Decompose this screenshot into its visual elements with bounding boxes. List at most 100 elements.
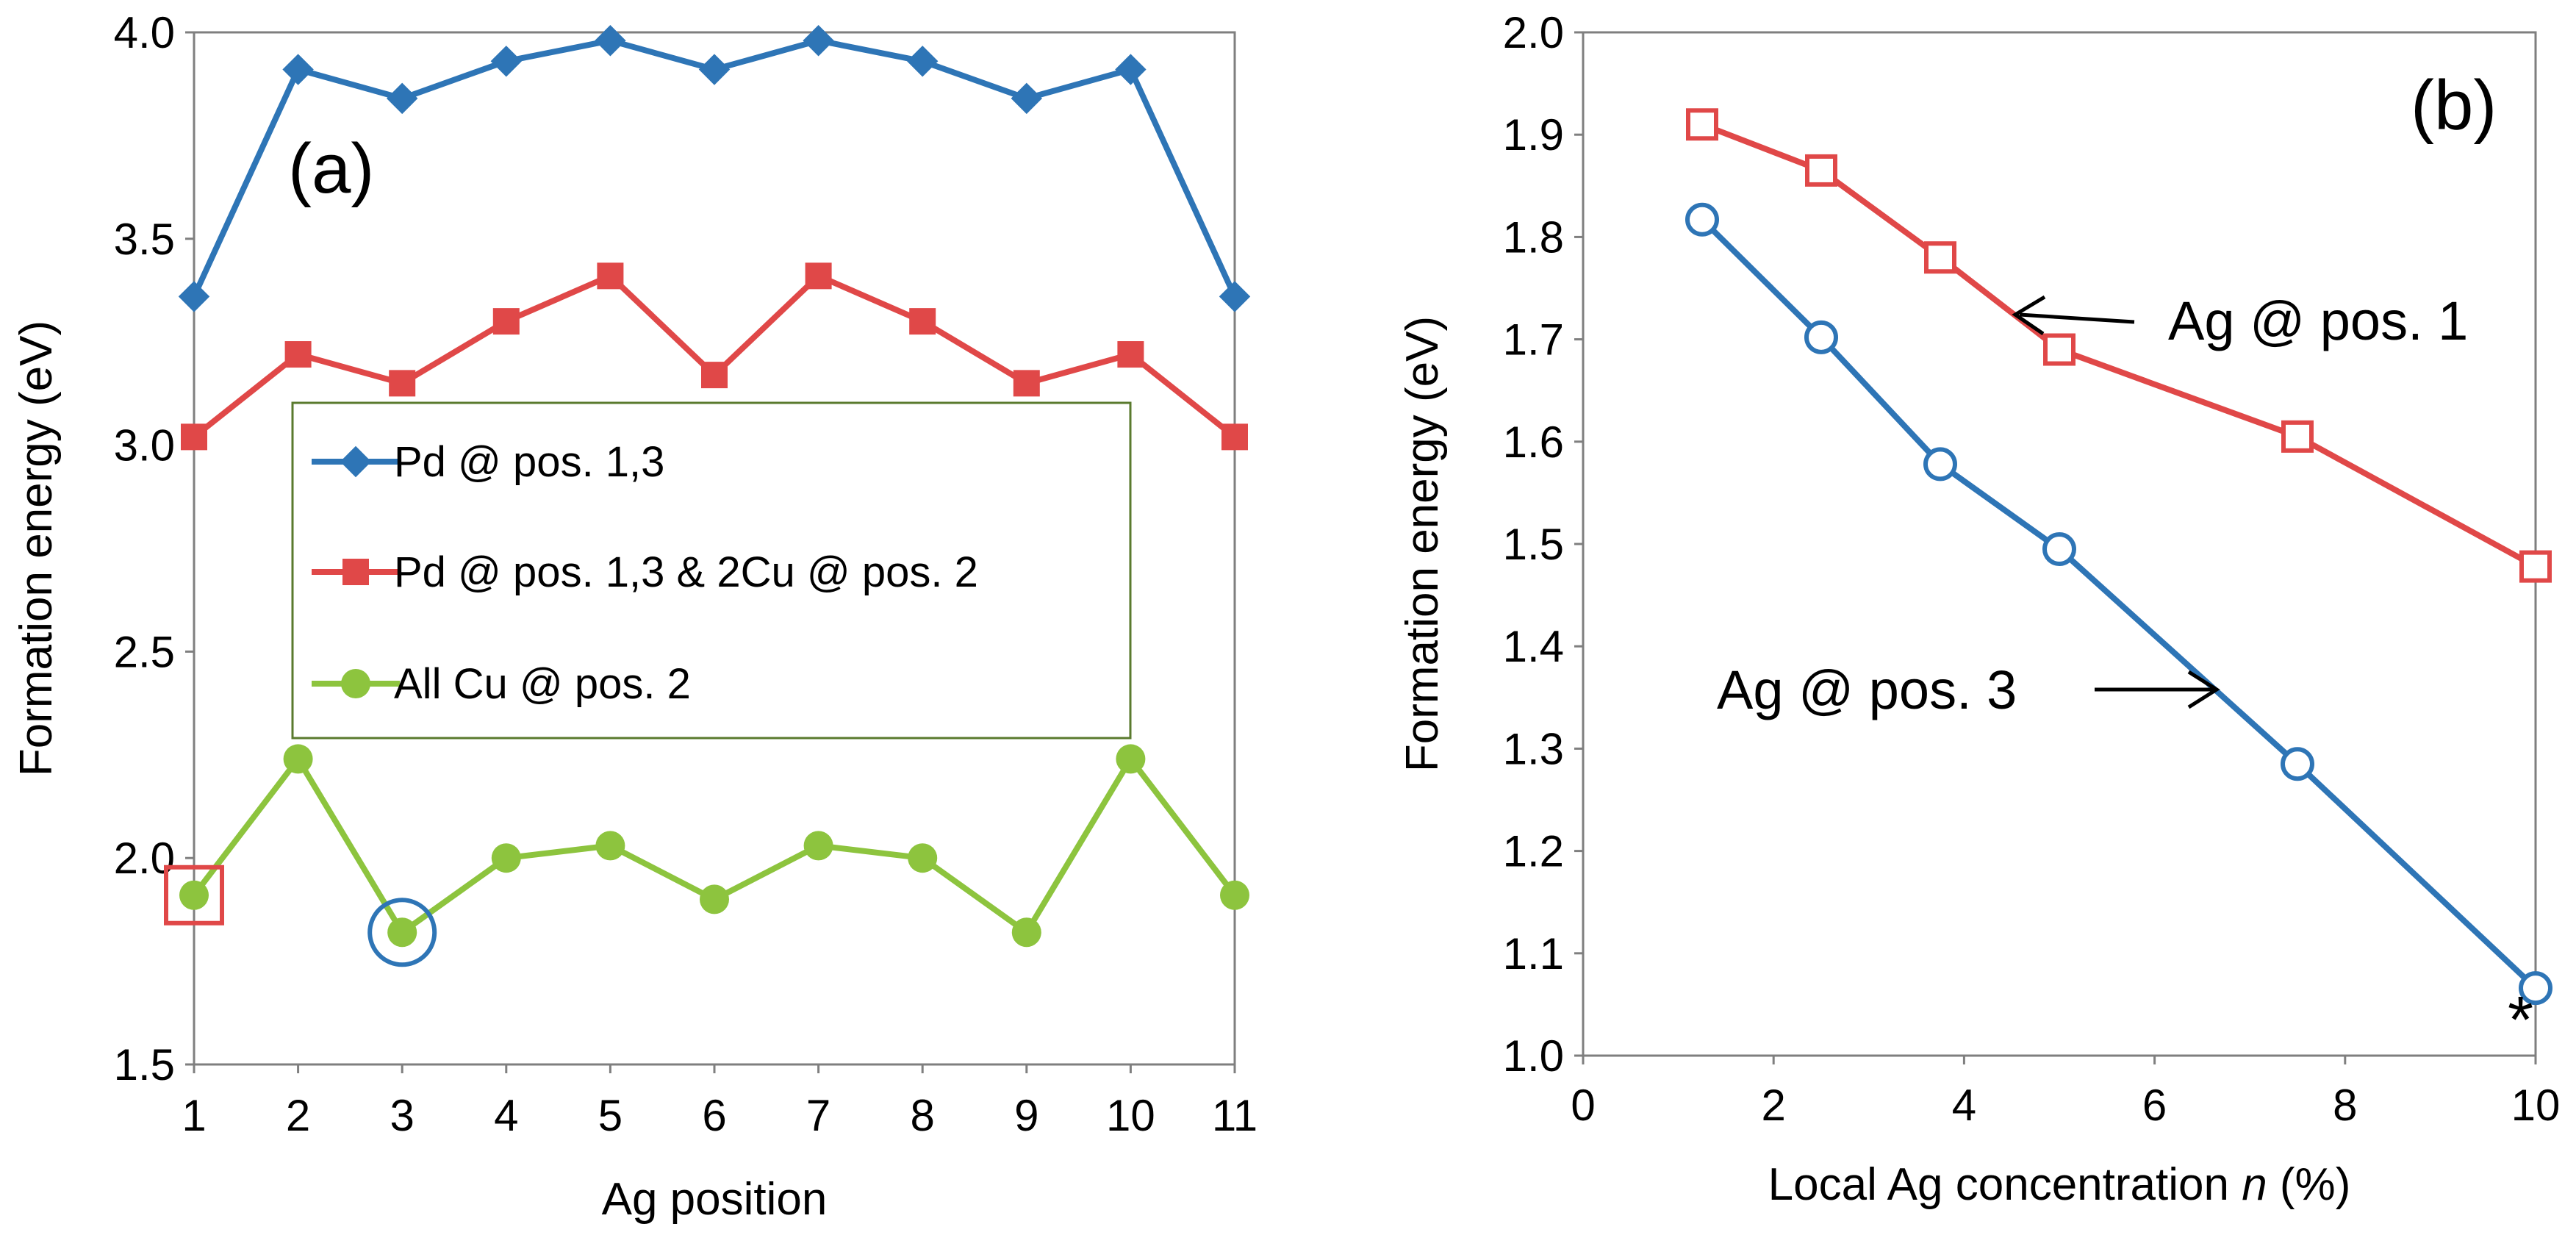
panel-b-x-tick-label: 0 <box>1571 1081 1595 1130</box>
panel-a-square-point <box>597 262 624 290</box>
panel-a-square-point <box>389 370 416 397</box>
legend-label-pd-2cu: Pd @ pos. 1,3 & 2Cu @ pos. 2 <box>394 548 978 596</box>
panel-a-x-tick-label: 6 <box>702 1091 726 1140</box>
panel-a-circle-point <box>179 880 209 910</box>
panel-b-chart: 1.0 1.1 1.2 1.3 1.4 1.5 1.6 1.7 1.8 1.9 2.0 0 2 4 6 8 1… <box>1397 8 2560 1210</box>
panel-a-x-tick-label: 7 <box>806 1091 830 1140</box>
panel-b-y-tick-label: 1.8 <box>1503 212 1564 262</box>
annotation-ag-pos-1: Ag @ pos. 1 <box>2012 290 2468 351</box>
legend-circle-marker-icon <box>341 669 370 698</box>
panel-b-x-axis-title: Local Ag concentration n (%) <box>1768 1159 2351 1210</box>
panel-a-square-point <box>701 362 728 389</box>
panel-b-open-circle-point <box>2281 747 2314 781</box>
panel-b-y-tick-label: 1.6 <box>1503 418 1564 467</box>
panel-b-open-square-point <box>2281 420 2314 453</box>
panel-a-circle-point <box>491 843 521 873</box>
panel-a-highlight-square <box>164 865 224 926</box>
legend-entry-pd-pos-1-3: Pd @ pos. 1,3 <box>312 438 664 486</box>
panel-b-y-tick-label: 1.1 <box>1503 929 1564 978</box>
panel-a-x-tick-label: 4 <box>494 1091 518 1140</box>
panel-a-square-point <box>1013 370 1040 397</box>
panel-b-open-square-point <box>1805 154 1837 187</box>
panel-b-open-square-point <box>1686 108 1718 141</box>
panel-b-y-tick-label: 1.9 <box>1503 110 1564 160</box>
annotation-ag-pos-1-label: Ag @ pos. 1 <box>2168 290 2468 351</box>
panel-b-y-tick-label: 1.4 <box>1503 622 1564 671</box>
panel-a-x-tick-label: 2 <box>286 1091 310 1140</box>
panel-a-x-tick-label: 9 <box>1014 1091 1038 1140</box>
panel-a-y-tick-label: 4.0 <box>114 8 175 57</box>
panel-a-y-tick-label: 3.0 <box>114 421 175 470</box>
panel-b-y-tick-label: 1.3 <box>1503 724 1564 773</box>
panel-a-y-tick-label: 1.5 <box>114 1040 175 1089</box>
panel-a-y-tick-label: 2.5 <box>114 627 175 676</box>
panel-b-y-tick-label: 1.5 <box>1503 520 1564 569</box>
panel-a-circle-point <box>283 744 313 774</box>
panel-a-legend: Pd @ pos. 1,3 Pd @ pos. 1,3 & 2Cu @ pos.… <box>291 401 1132 740</box>
panel-b-open-square-point <box>2519 550 2552 583</box>
legend-entry-all-cu: All Cu @ pos. 2 <box>312 660 691 708</box>
panel-a-x-axis-title: Ag position <box>602 1174 828 1225</box>
panel-b-series-line <box>1701 121 2537 570</box>
panel-a-circle-point <box>1011 917 1041 948</box>
panel-a-highlight-circle <box>367 898 437 967</box>
x-title-prefix: Local Ag concentration <box>1768 1159 2242 1210</box>
panel-b-open-square-point <box>2043 333 2075 366</box>
panel-a-circle-point <box>595 831 625 861</box>
panel-a-circle-point <box>803 831 833 861</box>
panel-b-x-tick-label: 8 <box>2333 1081 2357 1130</box>
panel-a-circle-point <box>1116 744 1146 774</box>
x-title-variable: n <box>2242 1159 2267 1210</box>
panel-a-diamond-point <box>178 281 210 312</box>
panel-b-open-square-point <box>1924 241 1956 274</box>
panel-b-open-circle-point <box>1685 202 1719 237</box>
panel-a-circle-point <box>908 843 938 873</box>
panel-a-chart: 1.52.02.53.03.54.0 1 2 3 4 5 6 7 8 9 10 11 (a) Ag … <box>11 8 1257 1225</box>
legend-label-all-cu: All Cu @ pos. 2 <box>394 660 691 708</box>
panel-b-open-circle-point <box>2042 531 2076 566</box>
panel-b-x-tick-label: 4 <box>1952 1081 1976 1130</box>
panel-b-open-circle-point <box>2519 971 2552 1006</box>
panel-a-square-point <box>1221 423 1248 451</box>
annotation-ag-pos-3-label: Ag @ pos. 3 <box>1717 659 2017 720</box>
panel-b-y-ticks: 1.0 1.1 1.2 1.3 1.4 1.5 1.6 1.7 1.8 1.9 2.0 <box>1503 8 1583 1081</box>
legend-square-marker-icon <box>342 559 369 585</box>
panel-b-y-tick-label: 1.0 <box>1503 1031 1564 1081</box>
panel-b-x-tick-label: 10 <box>2511 1081 2561 1130</box>
panel-a-square-point <box>181 423 207 451</box>
panel-a-diamond-point <box>1219 281 1251 312</box>
x-title-suffix: (%) <box>2267 1159 2351 1210</box>
panel-a-series <box>178 25 1251 948</box>
panel-b-series <box>1685 108 2552 1006</box>
panel-a-x-tick-label: 11 <box>1212 1091 1257 1140</box>
panel-b-tag: (b) <box>2411 66 2497 145</box>
panel-a-square-point <box>284 341 312 368</box>
panel-b-x-tick-label: 6 <box>2142 1081 2167 1130</box>
arrow-right-icon <box>2187 670 2220 709</box>
panel-b-series-line <box>1700 217 2538 991</box>
panel-a-x-tick-label: 8 <box>911 1091 935 1140</box>
panel-b-y-tick-label: 1.2 <box>1503 827 1564 876</box>
panel-a-y-axis-title: Formation energy (eV) <box>11 321 62 776</box>
panel-b-open-circle-point <box>1923 447 1957 482</box>
panel-b-x-tick-label: 2 <box>1762 1081 1786 1130</box>
panel-a-x-tick-label: 1 <box>182 1091 206 1140</box>
panel-a-diamond-point <box>906 46 939 77</box>
panel-a-circle-point <box>700 884 729 914</box>
panel-a-diamond-point <box>282 54 314 85</box>
panel-a-x-ticks: 1 2 3 4 5 6 7 8 9 10 11 <box>182 1064 1257 1140</box>
panel-a-diamond-point <box>803 25 834 57</box>
panel-a-diamond-point <box>1115 54 1147 85</box>
panel-a-circle-point <box>1220 880 1249 910</box>
panel-b-open-circle-point <box>1804 320 1838 354</box>
panel-a-x-tick-label: 10 <box>1106 1091 1155 1140</box>
arrow-left-icon-shaft <box>2019 312 2135 324</box>
panel-a-diamond-point <box>1011 82 1043 115</box>
legend-entry-pd-2cu: Pd @ pos. 1,3 & 2Cu @ pos. 2 <box>312 548 978 596</box>
panel-b-y-tick-label: 2.0 <box>1503 8 1564 57</box>
panel-a-tag: (a) <box>288 129 374 208</box>
panel-a-x-tick-label: 5 <box>598 1091 623 1140</box>
arrow-left-icon <box>2012 295 2046 336</box>
panel-b-y-tick-label: 1.7 <box>1503 315 1564 365</box>
